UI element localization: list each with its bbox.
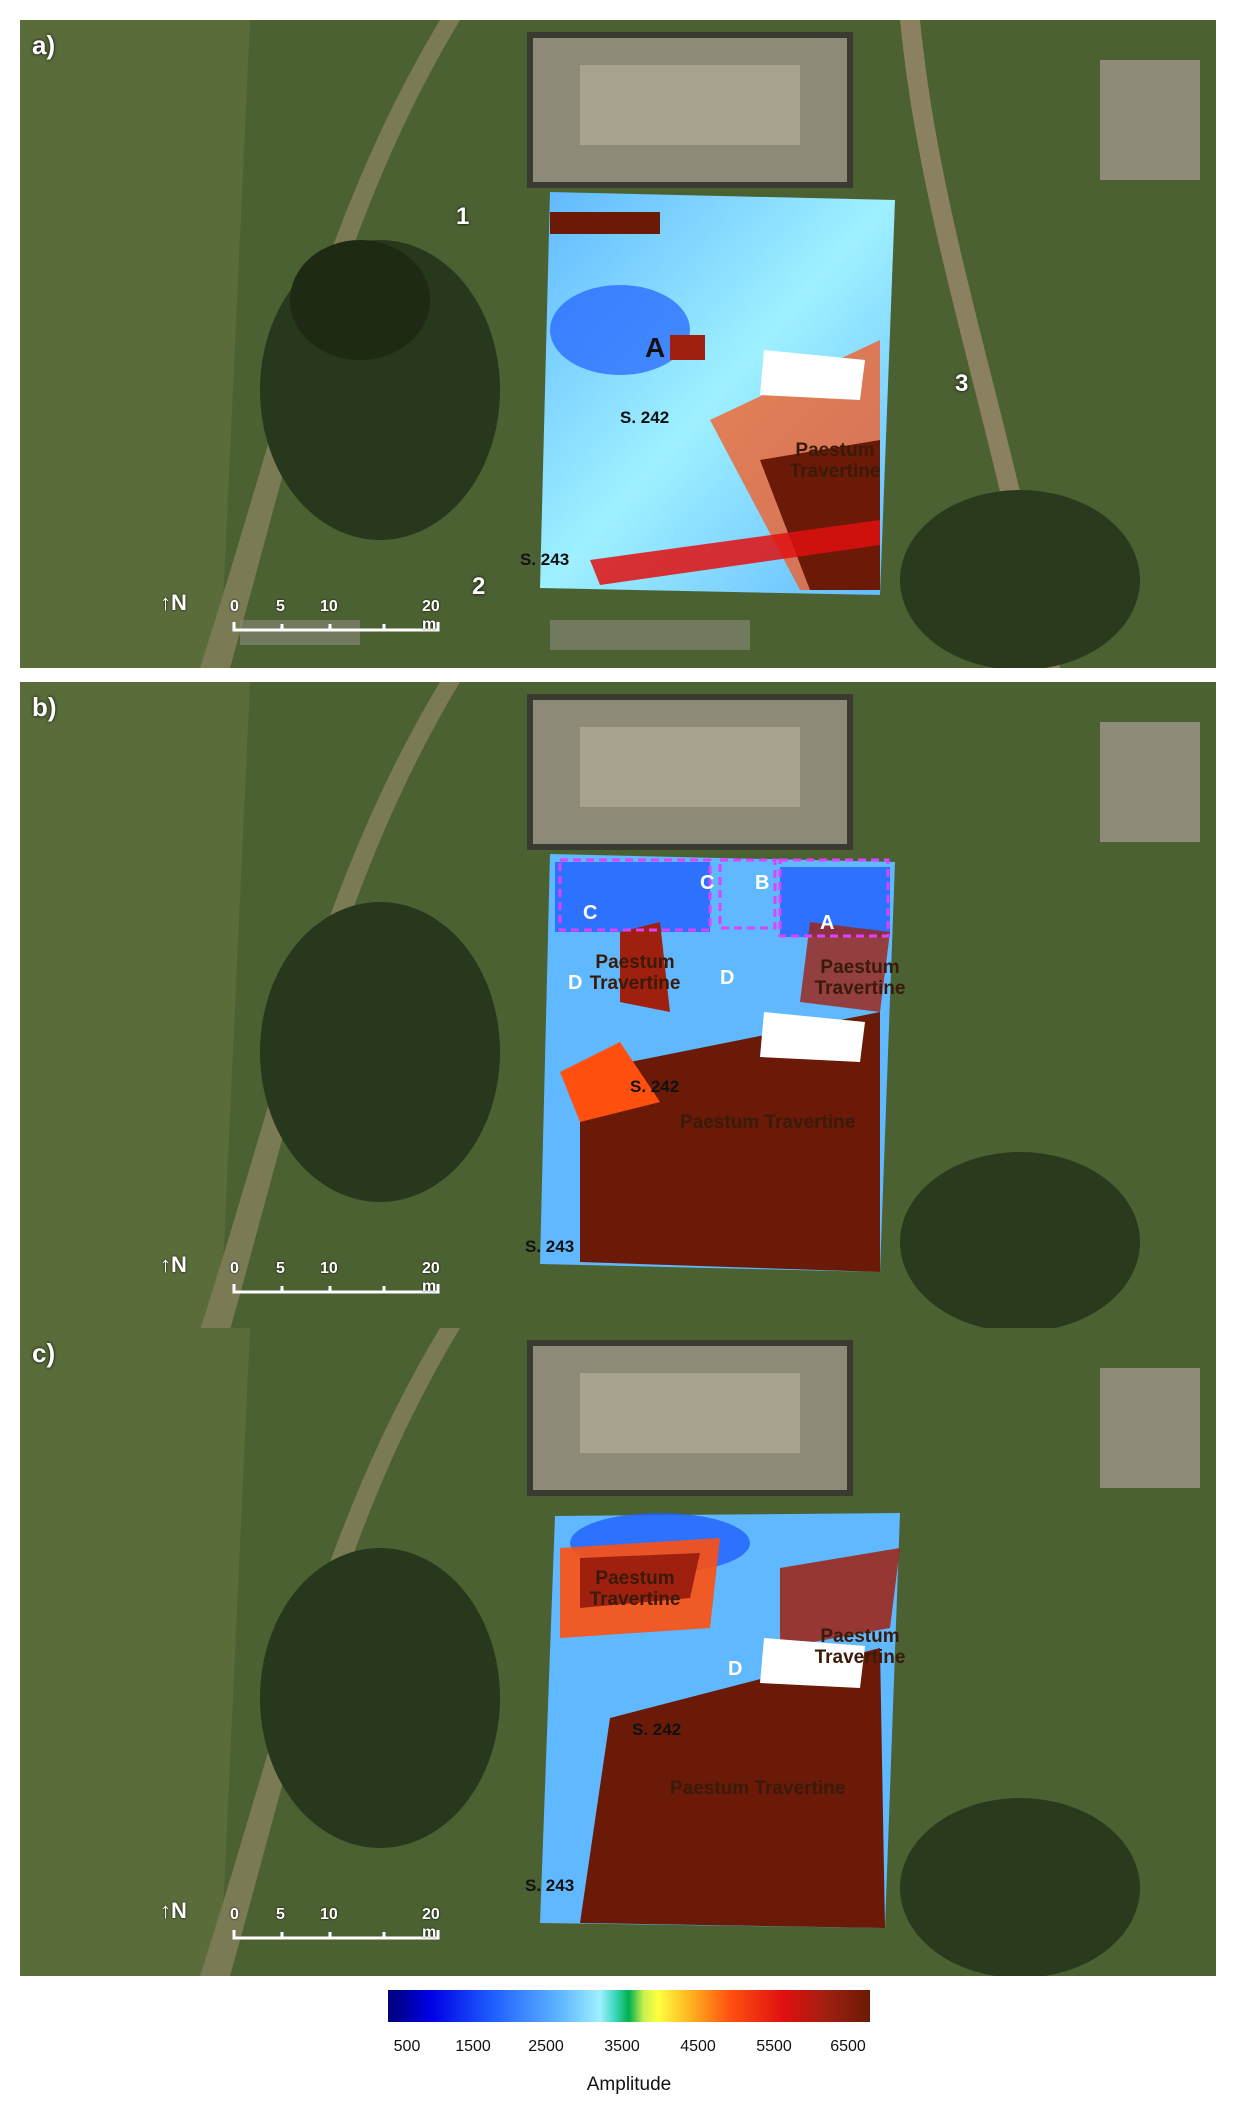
zone-label-d: D (720, 967, 735, 989)
scale-bar-line (232, 622, 440, 632)
scale-tick: 10 (320, 1906, 338, 1923)
scale-tick: 0 (230, 1906, 239, 1923)
scale-bar: 0 5 10 20 m (230, 1906, 442, 1947)
colorbar-title: Amplitude (586, 2074, 672, 2095)
colorbar-tick: 6500 (830, 2038, 866, 2055)
scale-bar-line (232, 1930, 440, 1940)
arrow-label-1: 1 (456, 203, 470, 230)
scale-bar: 0 5 10 20 m (230, 1260, 442, 1301)
colorbar-tick: 1500 (455, 2038, 491, 2055)
scale-tick: 0 (230, 1260, 239, 1277)
travertine-label: Paestum Travertine (589, 1568, 681, 1610)
north-label: N (171, 1898, 187, 1923)
travertine-label: Paestum Travertine (814, 1626, 906, 1668)
north-label: N (171, 1252, 187, 1277)
survey-line-s243: S. 243 (520, 550, 570, 569)
travertine-label: Paestum Travertine (814, 957, 906, 999)
travertine-label: Paestum Travertine (789, 440, 881, 482)
north-arrow: ↑N (160, 590, 187, 615)
survey-line-s243: S. 243 (525, 1876, 575, 1895)
panel-label: b) (32, 692, 57, 722)
colorbar-tick: 3500 (604, 2038, 640, 2055)
scale-tick: 0 (230, 598, 239, 615)
arrow-label-3: 3 (955, 370, 969, 397)
north-arrow: ↑N (160, 1898, 187, 1923)
scale-tick: 10 (320, 598, 338, 615)
scale-tick: 5 (276, 1906, 285, 1923)
scale-bar: 0 5 10 20 m (230, 598, 442, 639)
survey-line-s243: S. 243 (525, 1237, 575, 1256)
amplitude-colorbar (388, 1990, 870, 2022)
travertine-label: Paestum Travertine (680, 1112, 856, 1133)
panel-a: a) 1 2 3 A S. 242 S. 243 Paestum Travert… (20, 20, 1216, 668)
zone-label-d: D (728, 1658, 743, 1680)
scale-tick: 20 m (422, 598, 440, 633)
survey-line-s242: S. 242 (620, 408, 670, 427)
zone-label-a: A (820, 912, 835, 934)
aerial-map-b (20, 682, 1216, 1330)
arrow-label-2: 2 (472, 573, 486, 600)
panel-c: c) Paestum Travertine Paestum Travertine… (20, 1328, 1216, 1976)
zone-label-d: D (568, 972, 583, 994)
scale-tick: 5 (276, 1260, 285, 1277)
travertine-label: Paestum Travertine (589, 952, 681, 994)
zone-label-c: C (583, 902, 598, 924)
colorbar-tick: 2500 (528, 2038, 564, 2055)
north-arrow: ↑N (160, 1252, 187, 1277)
aerial-map-c (20, 1328, 1216, 1976)
scale-tick: 20 m (422, 1906, 440, 1941)
panel-label: a) (32, 30, 56, 60)
scale-tick: 20 m (422, 1260, 440, 1295)
colorbar-tick: 500 (393, 2038, 421, 2055)
aerial-map-a (20, 20, 1216, 668)
zone-label-c: C (700, 872, 715, 894)
panel-label: c) (32, 1338, 56, 1368)
north-label: N (171, 590, 187, 615)
panel-b: b) C C B A D D Paestum Travertine Paestu… (20, 682, 1216, 1330)
zone-label-a: A (645, 332, 666, 363)
scale-tick: 10 (320, 1260, 338, 1277)
colorbar-tick: 4500 (680, 2038, 716, 2055)
survey-line-s242: S. 242 (630, 1077, 680, 1096)
survey-line-s242: S. 242 (632, 1720, 682, 1739)
scale-tick: 5 (276, 598, 285, 615)
zone-label-b: B (755, 872, 770, 894)
scale-bar-line (232, 1284, 440, 1294)
colorbar-tick: 5500 (756, 2038, 792, 2055)
travertine-label: Paestum Travertine (670, 1778, 846, 1799)
